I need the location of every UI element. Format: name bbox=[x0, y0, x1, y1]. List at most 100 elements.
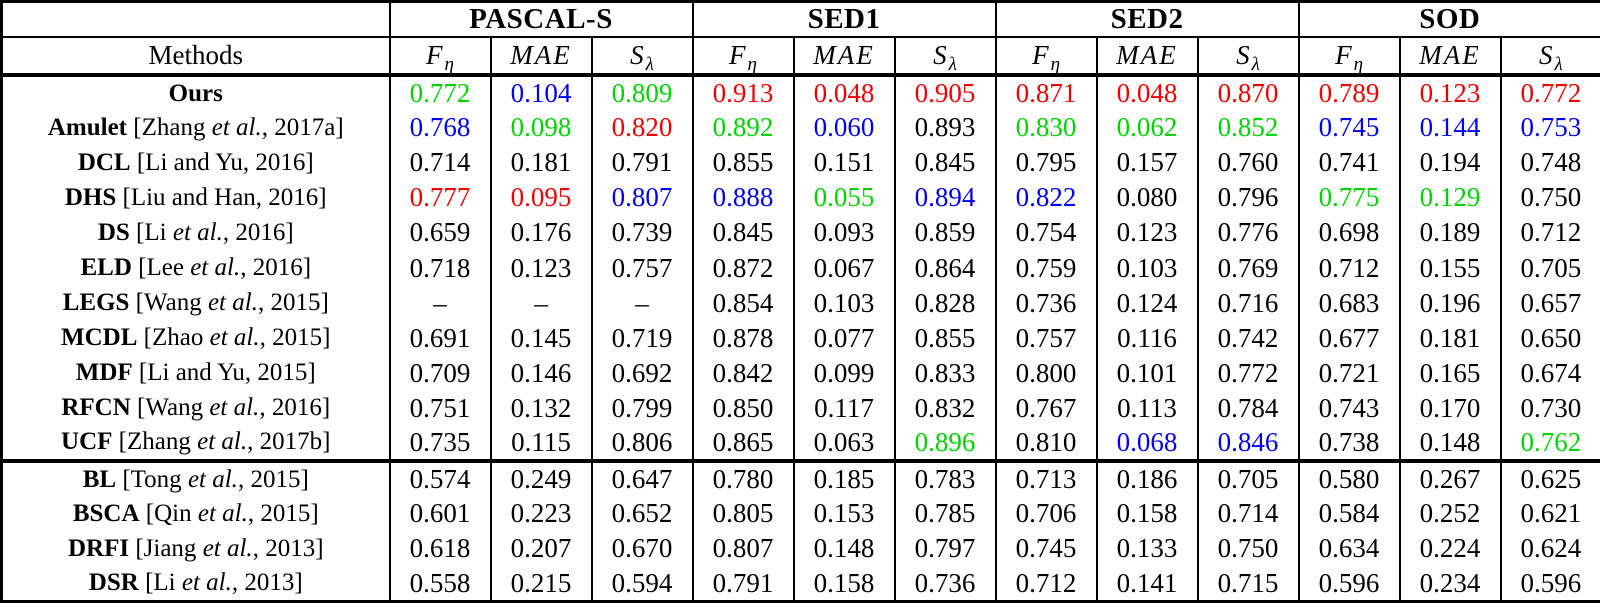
value-cell: 0.634 bbox=[1297, 531, 1401, 567]
method-citation: [Zhang et al., 2017b] bbox=[119, 428, 331, 455]
value-cell: 0.158 bbox=[1095, 496, 1199, 532]
metric-header-mae-sed1: MAE bbox=[792, 37, 896, 77]
method-citation: [Tong et al., 2015] bbox=[122, 466, 308, 493]
value-cell: 0.743 bbox=[1297, 390, 1401, 426]
method-citation: [Li and Yu, 2016] bbox=[137, 149, 314, 176]
value-cell: 0.194 bbox=[1398, 145, 1502, 181]
value-cell: 0.830 bbox=[994, 110, 1098, 146]
citation-text: [Wang bbox=[137, 394, 210, 422]
value-cell: 0.894 bbox=[893, 180, 997, 216]
citation-text: [Li bbox=[145, 569, 182, 597]
citation-text: [Li and Yu, 2015] bbox=[138, 359, 316, 387]
method-name: BSCA bbox=[72, 499, 140, 527]
value-cell: 0.852 bbox=[1196, 110, 1300, 146]
value-cell: 0.767 bbox=[994, 390, 1098, 426]
value-cell: 0.800 bbox=[994, 355, 1098, 391]
method-name: Ours bbox=[168, 79, 223, 107]
method-name: DCL bbox=[77, 148, 131, 176]
citation-etal: et al. bbox=[172, 218, 223, 246]
method-name: MDF bbox=[75, 359, 133, 387]
value-cell: 0.759 bbox=[994, 250, 1098, 286]
value-cell: 0.832 bbox=[893, 390, 997, 426]
value-cell: 0.742 bbox=[1196, 320, 1300, 356]
value-cell: 0.807 bbox=[691, 531, 795, 567]
dataset-header-sod: SOD bbox=[1297, 1, 1600, 38]
value-cell: 0.095 bbox=[489, 180, 593, 216]
table-row-legs: LEGS [Wang et al., 2015] – – –0.854 0.103 0.8… bbox=[0, 285, 1600, 321]
value-cell: 0.189 bbox=[1398, 215, 1502, 251]
metric-subscript: λ bbox=[1554, 54, 1563, 75]
dataset-header-pascal-s: PASCAL-S bbox=[388, 1, 694, 38]
value-cell: 0.267 bbox=[1398, 459, 1502, 497]
value-cell: 0.625 bbox=[1499, 459, 1600, 497]
value-cell: 0.249 bbox=[489, 459, 593, 497]
value-cell: 0.706 bbox=[994, 496, 1098, 532]
value-cell: 0.888 bbox=[691, 180, 795, 216]
value-cell: 0.181 bbox=[1398, 320, 1502, 356]
value-cell: 0.670 bbox=[590, 531, 694, 567]
value-cell: 0.846 bbox=[1196, 425, 1300, 462]
value-cell: 0.077 bbox=[792, 320, 896, 356]
value-cell: 0.712 bbox=[994, 566, 1098, 602]
value-cell: 0.780 bbox=[691, 459, 795, 497]
value-cell: 0.113 bbox=[1095, 390, 1199, 426]
table-row-rfcn: RFCN [Wang et al., 2016] 0.751 0.132 0.799 0… bbox=[0, 390, 1600, 426]
method-name: ELD bbox=[80, 254, 132, 282]
value-cell: 0.116 bbox=[1095, 320, 1199, 356]
value-cell: 0.719 bbox=[590, 320, 694, 356]
method-citation: [Wang et al., 2015] bbox=[136, 289, 329, 316]
metric-symbol: F bbox=[729, 40, 748, 70]
value-cell: 0.558 bbox=[388, 566, 492, 602]
value-cell: 0.115 bbox=[489, 425, 593, 462]
method-citation: [Zhao et al., 2015] bbox=[144, 324, 331, 351]
method-cell: BSCA [Qin et al., 2015] bbox=[0, 496, 391, 532]
value-cell: 0.896 bbox=[893, 425, 997, 462]
metric-header-mae-pascal-s: MAE bbox=[489, 37, 593, 77]
value-cell: 0.712 bbox=[1297, 250, 1401, 286]
value-cell: 0.234 bbox=[1398, 566, 1502, 602]
citation-etal: et al. bbox=[211, 113, 262, 141]
metric-symbol: S bbox=[1236, 40, 1252, 70]
citation-text: [Tong bbox=[122, 465, 188, 493]
value-cell: 0.754 bbox=[994, 215, 1098, 251]
value-cell: 0.596 bbox=[1499, 566, 1600, 602]
value-cell: 0.713 bbox=[994, 459, 1098, 497]
value-cell: 0.165 bbox=[1398, 355, 1502, 391]
metric-symbol: MAE bbox=[1419, 40, 1481, 70]
value-cell: 0.757 bbox=[590, 250, 694, 286]
value-cell: 0.822 bbox=[994, 180, 1098, 216]
table-row-ours: Ours 0.772 0.104 0.809 0.913 0.048 0.905 0.871 0… bbox=[0, 75, 1600, 111]
value-cell: 0.223 bbox=[489, 496, 593, 532]
citation-text: , 2017a] bbox=[261, 113, 344, 141]
method-cell: Ours bbox=[0, 75, 391, 111]
method-name: DSR bbox=[88, 569, 139, 597]
method-cell: DRFI [Jiang et al., 2013] bbox=[0, 531, 391, 567]
method-citation: [Liu and Han, 2016] bbox=[123, 184, 327, 211]
value-cell: 0.776 bbox=[1196, 215, 1300, 251]
value-cell: 0.845 bbox=[893, 145, 997, 181]
value-cell: 0.594 bbox=[590, 566, 694, 602]
metric-symbol: MAE bbox=[1116, 40, 1178, 70]
value-cell: 0.714 bbox=[1196, 496, 1300, 532]
value-cell: 0.859 bbox=[893, 215, 997, 251]
table-row-ds: DS [Li et al., 2016] 0.659 0.176 0.739 0.845… bbox=[0, 215, 1600, 251]
value-cell: 0.864 bbox=[893, 250, 997, 286]
method-name: BL bbox=[82, 465, 117, 493]
value-cell: – bbox=[590, 285, 694, 321]
value-cell: 0.795 bbox=[994, 145, 1098, 181]
value-cell: 0.647 bbox=[590, 459, 694, 497]
metric-symbol: F bbox=[426, 40, 445, 70]
value-cell: 0.772 bbox=[1499, 75, 1600, 111]
value-cell: 0.176 bbox=[489, 215, 593, 251]
value-cell: 0.650 bbox=[1499, 320, 1600, 356]
table-body: Ours 0.772 0.104 0.809 0.913 0.048 0.905 0.871 0… bbox=[0, 75, 1600, 602]
value-cell: 0.048 bbox=[1095, 75, 1199, 111]
table-row-drfi: DRFI [Jiang et al., 2013] 0.618 0.207 0.670… bbox=[0, 531, 1600, 567]
value-cell: 0.141 bbox=[1095, 566, 1199, 602]
citation-text: [Li and Yu, 2016] bbox=[136, 148, 314, 176]
method-citation: [Li and Yu, 2015] bbox=[139, 359, 316, 386]
method-cell: MCDL [Zhao et al., 2015] bbox=[0, 320, 391, 356]
value-cell: 0.196 bbox=[1398, 285, 1502, 321]
method-cell: ELD [Lee et al., 2016] bbox=[0, 250, 391, 286]
value-cell: 0.148 bbox=[1398, 425, 1502, 462]
